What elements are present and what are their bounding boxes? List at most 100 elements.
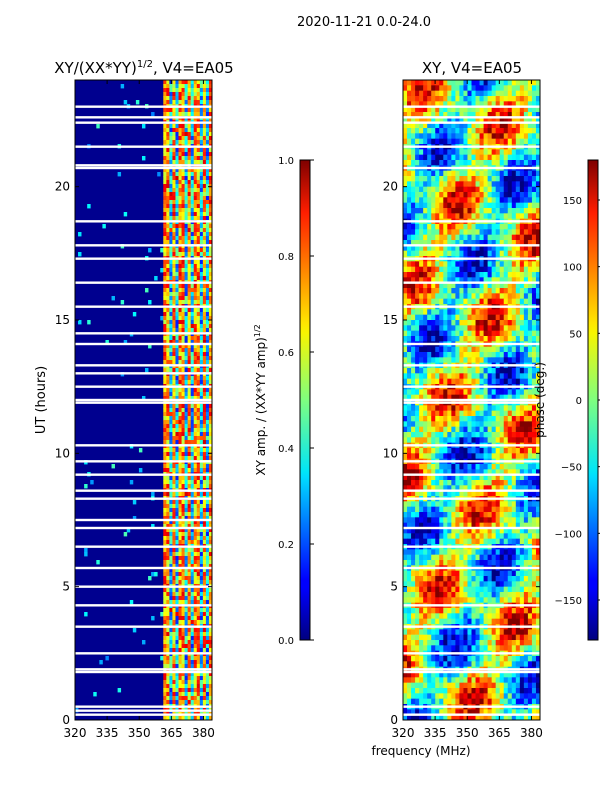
phase-cell [499, 240, 505, 246]
phase-cell [443, 208, 448, 214]
phase-cell [507, 282, 513, 289]
phase-cell [471, 229, 476, 236]
amplitude-cell [190, 628, 195, 633]
amplitude-cell [199, 360, 204, 365]
phase-cell [415, 277, 420, 284]
phase-cell [415, 154, 420, 161]
phase-cell [507, 192, 513, 198]
phase-cell [519, 234, 525, 241]
phase-cell [487, 117, 493, 124]
phase-cell [467, 213, 472, 220]
amplitude-cell [193, 272, 198, 277]
amplitude-cell [205, 684, 210, 689]
amplitude-cell [199, 412, 204, 417]
amplitude-flagged-row [75, 668, 212, 671]
amplitude-cell [187, 628, 192, 633]
phase-cell [471, 336, 476, 342]
amplitude-cell [199, 156, 204, 161]
amplitude-cell [172, 504, 176, 509]
amplitude-cell [208, 680, 213, 685]
phase-cell [483, 416, 489, 422]
phase-cell [511, 373, 517, 380]
amplitude-cell [202, 192, 207, 197]
amplitude-cell [172, 260, 176, 265]
phase-cell [415, 298, 420, 305]
amplitude-flagged-row [75, 257, 212, 260]
amplitude-cell [169, 96, 173, 101]
phase-cell [451, 138, 456, 145]
amplitude-cell [199, 84, 204, 89]
amplitude-cell [175, 568, 179, 573]
amplitude-cell [202, 168, 207, 173]
phase-cell [535, 320, 541, 326]
amplitude-colorbar-tick-label: 0.4 [278, 444, 294, 455]
phase-cell [499, 160, 505, 166]
phase-cell [511, 149, 517, 156]
phase-cell [471, 416, 476, 422]
amplitude-cell [202, 588, 207, 593]
amplitude-cell [175, 296, 179, 301]
amplitude-cell [208, 592, 213, 597]
amplitude-cell [184, 476, 189, 481]
phase-cell [459, 357, 464, 364]
phase-cell [451, 432, 456, 438]
amplitude-cell [172, 692, 176, 697]
amplitude-cell [196, 224, 201, 229]
phase-cell [503, 266, 509, 273]
amplitude-cell [208, 504, 213, 509]
phase-cell [507, 208, 513, 214]
amplitude-flagged-row [75, 709, 212, 712]
amplitude-cell [205, 336, 210, 341]
amplitude-cell [175, 276, 179, 281]
amplitude-cell [132, 628, 137, 633]
phase-cell [463, 277, 468, 284]
phase-cell [455, 277, 460, 284]
amplitude-cell [172, 96, 176, 101]
phase-cell [411, 426, 416, 433]
amplitude-cell [208, 108, 213, 113]
amplitude-cell [187, 680, 192, 685]
amplitude-cell [181, 200, 185, 205]
phase-cell [435, 213, 440, 220]
amplitude-cell [193, 648, 198, 653]
phase-cell [499, 416, 505, 422]
amplitude-cell [202, 252, 207, 257]
phase-cell [495, 245, 501, 252]
phase-cell [447, 410, 452, 417]
amplitude-cell [193, 520, 198, 525]
amplitude-cell [202, 300, 207, 305]
phase-cell [459, 250, 464, 257]
amplitude-cell [184, 276, 189, 281]
amplitude-cell [169, 288, 173, 293]
amplitude-cell [184, 208, 189, 213]
amplitude-cell [178, 344, 182, 349]
amplitude-cell [178, 376, 182, 381]
amplitude-cell [169, 88, 173, 93]
amplitude-cell [205, 536, 210, 541]
phase-cell [443, 90, 448, 97]
amplitude-cell [208, 484, 213, 489]
amplitude-cell [199, 80, 204, 85]
amplitude-cell [172, 664, 176, 669]
amplitude-cell [184, 600, 189, 605]
amplitude-cell [175, 508, 179, 513]
phase-cell [499, 149, 505, 156]
amplitude-cell [169, 516, 173, 521]
phase-cell [495, 405, 501, 412]
phase-cell [479, 426, 484, 433]
phase-cell [527, 250, 533, 257]
amplitude-cell [190, 200, 195, 205]
phase-cell [491, 410, 497, 417]
amplitude-cell [205, 692, 210, 697]
amplitude-cell [184, 308, 189, 313]
amplitude-cell [178, 564, 182, 569]
amplitude-cell [163, 316, 167, 321]
phase-cell [431, 405, 436, 412]
phase-cell [471, 293, 476, 300]
amplitude-cell [172, 608, 176, 613]
amplitude-cell [193, 208, 198, 213]
phase-cell [467, 266, 472, 273]
amplitude-cell [199, 428, 204, 433]
amplitude-cell [208, 204, 213, 209]
phase-cell [495, 197, 501, 204]
